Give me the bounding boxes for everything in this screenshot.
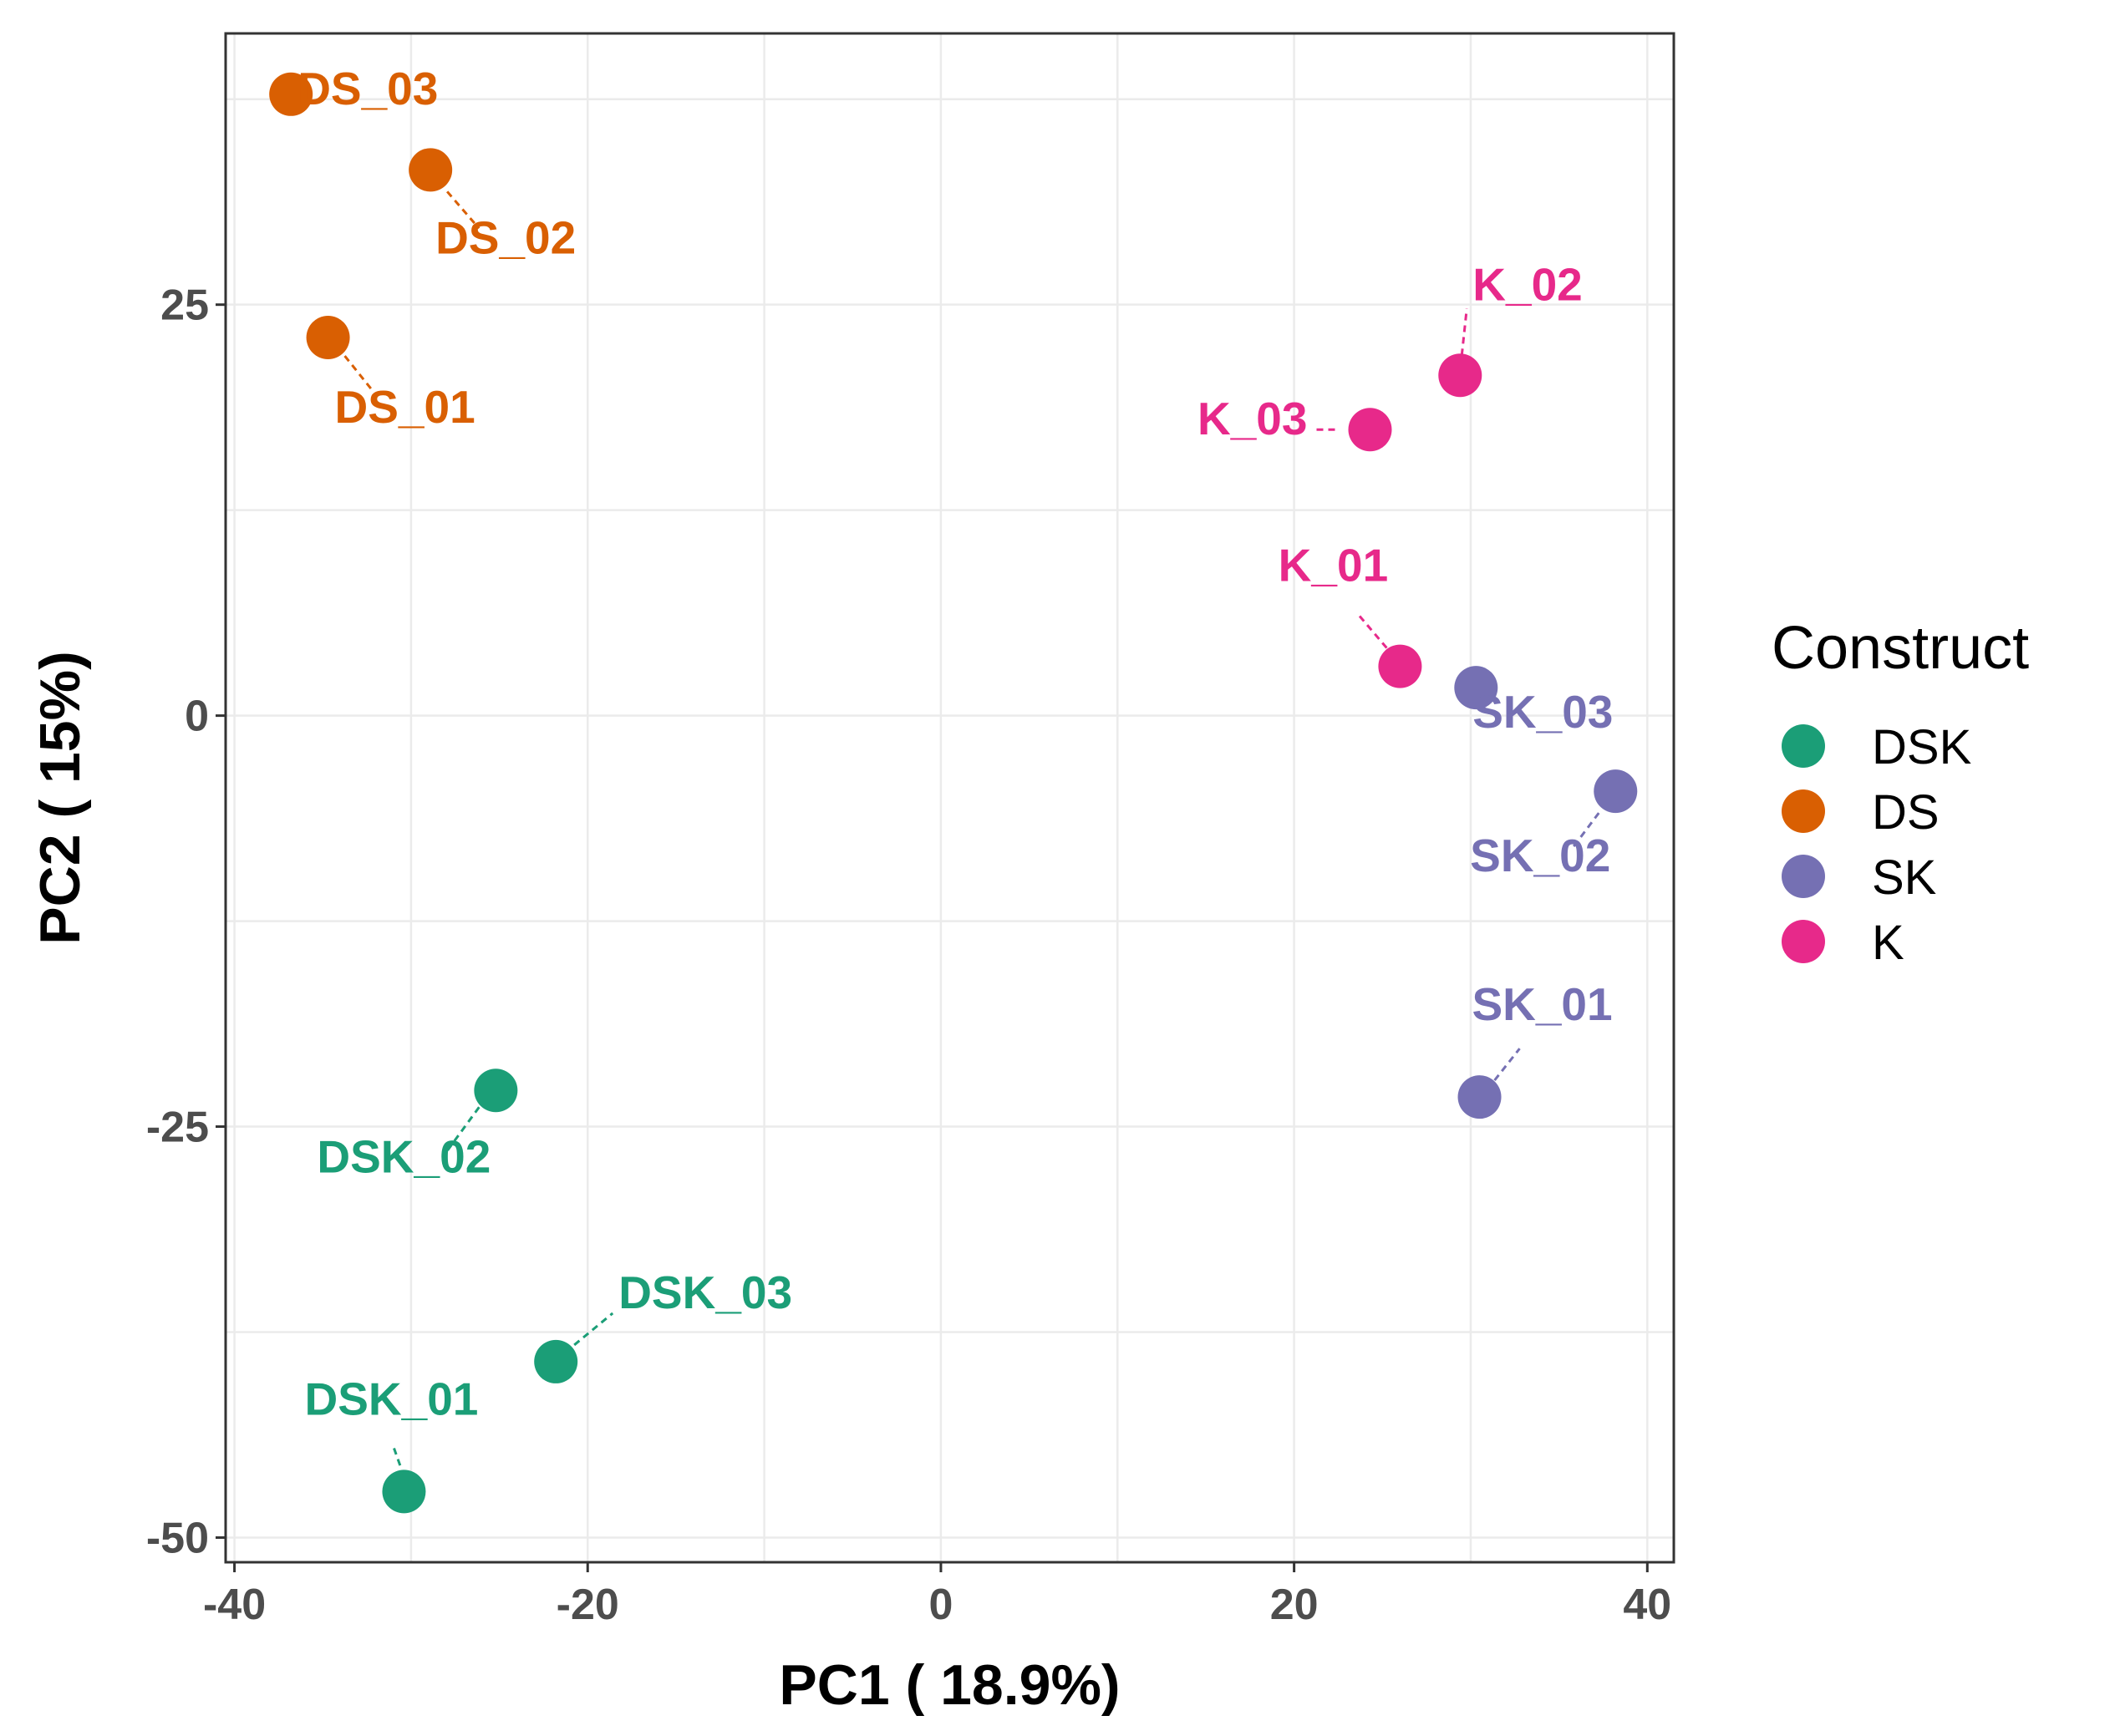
point-labels: DSK_01 DSK_02 DSK_03 DS_01 DS_02 DS_03 SK_01 SK…: [297, 63, 1613, 1477]
legend-label-DS: DS: [1872, 785, 1940, 840]
point-K_03: [1348, 408, 1392, 452]
plot-panel-border: [224, 32, 1675, 1564]
point-SK_01: [1457, 1075, 1502, 1119]
point-label-K_03: K_03: [1197, 393, 1307, 444]
legend: Construct DSK DS SK K: [1772, 615, 2029, 970]
point-label-K_01: K_01: [1279, 540, 1388, 591]
point-DS_01: [306, 316, 350, 360]
y-tick-label: 0: [185, 693, 209, 741]
point-DSK_02: [474, 1069, 518, 1113]
x-tick-label: 40: [1623, 1581, 1671, 1629]
legend-label-K: K: [1872, 916, 1904, 970]
legend-key-DSK: [1782, 724, 1825, 768]
point-label-DSK_03: DSK_03: [618, 1266, 792, 1318]
label-connector: [343, 355, 373, 390]
legend-label-DSK: DSK: [1872, 720, 1972, 774]
label-connector: [1493, 1048, 1521, 1082]
label-connector: [1357, 613, 1388, 649]
point-label-K_02: K_02: [1472, 258, 1582, 310]
label-connector: [1460, 308, 1468, 356]
axes: -40 -20 0 20 40 -50 -25 0 25: [146, 282, 1671, 1629]
x-tick-label: 20: [1270, 1581, 1319, 1629]
x-tick-label: -20: [557, 1581, 619, 1629]
label-connector: [573, 1312, 614, 1347]
point-label-DS_02: DS_02: [435, 211, 576, 263]
point-K_01: [1378, 644, 1422, 688]
legend-key-DS: [1782, 789, 1825, 833]
legend-key-K: [1782, 920, 1825, 963]
point-DS_02: [409, 148, 453, 192]
grid-lines: [226, 33, 1674, 1562]
point-K_02: [1438, 353, 1482, 398]
point-label-SK_01: SK_01: [1472, 978, 1612, 1030]
label-connector: [446, 1106, 480, 1152]
x-tick-label: -40: [203, 1581, 266, 1629]
y-tick-label: -50: [146, 1514, 209, 1562]
x-axis-title: PC1 ( 18.9%): [779, 1653, 1120, 1717]
point-DSK_03: [534, 1339, 578, 1383]
point-SK_03: [1454, 666, 1498, 710]
point-label-SK_03: SK_03: [1472, 686, 1613, 738]
data-points: [269, 72, 1638, 1514]
x-tick-label: 0: [928, 1581, 953, 1629]
point-label-DSK_02: DSK_02: [317, 1130, 491, 1182]
y-tick-label: -25: [146, 1104, 209, 1152]
y-tick-label: 25: [160, 282, 209, 330]
point-label-DSK_01: DSK_01: [305, 1373, 479, 1424]
y-axis-title: PC2 ( 15%): [28, 651, 92, 944]
point-SK_02: [1594, 769, 1638, 814]
legend-label-SK: SK: [1872, 850, 1937, 905]
legend-key-SK: [1782, 855, 1825, 898]
label-connector: [446, 190, 480, 230]
legend-items: DSK DS SK K: [1782, 720, 1972, 970]
point-DSK_01: [382, 1470, 426, 1514]
label-connector: [393, 1447, 405, 1477]
point-label-DS_01: DS_01: [334, 381, 475, 433]
point-label-DS_03: DS_03: [297, 63, 438, 114]
legend-title: Construct: [1772, 615, 2029, 682]
point-label-SK_02: SK_02: [1470, 830, 1610, 881]
point-DS_03: [269, 72, 313, 116]
